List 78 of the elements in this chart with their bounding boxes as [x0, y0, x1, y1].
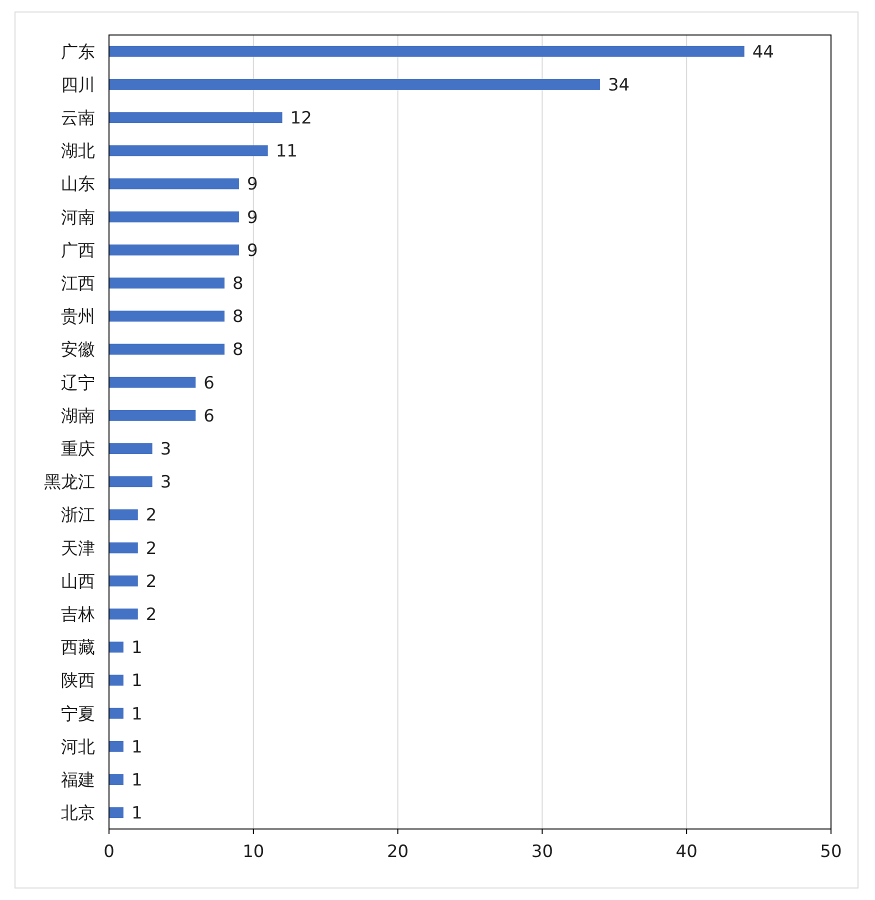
y-tick-label: 安徽: [61, 340, 95, 360]
data-label: 44: [752, 42, 774, 62]
data-label: 2: [146, 538, 157, 559]
x-tick-label: 0: [104, 842, 114, 862]
data-label: 6: [204, 406, 214, 426]
bar: [109, 145, 268, 156]
data-label: 9: [246, 208, 258, 228]
bar: [109, 79, 600, 90]
bar: [109, 542, 138, 554]
bar: [109, 774, 124, 785]
x-tick-label: 30: [531, 842, 554, 862]
y-tick-label: 贵州: [61, 307, 95, 328]
y-tick-label: 黑龙江: [44, 472, 95, 493]
bar: [109, 740, 124, 752]
y-tick-label: 北京: [61, 804, 95, 824]
y-tick-label: 重庆: [61, 440, 95, 460]
x-tick-label: 40: [676, 842, 698, 862]
data-label: 2: [146, 506, 157, 526]
bar: [109, 443, 152, 454]
bar: [109, 575, 138, 586]
bar: [109, 476, 152, 488]
data-label: 34: [608, 75, 630, 96]
x-tick-label: 10: [242, 842, 264, 862]
data-label: 2: [146, 604, 157, 625]
data-label: 2: [146, 572, 157, 592]
data-label: 11: [276, 142, 298, 162]
data-label: 3: [160, 440, 172, 460]
y-tick-label: 广西: [61, 240, 95, 261]
data-label: 1: [131, 770, 142, 790]
bar: [109, 46, 744, 57]
bar: [109, 310, 225, 322]
data-label: 8: [232, 274, 244, 294]
data-label: 9: [246, 240, 258, 261]
data-label: 1: [131, 737, 142, 758]
y-tick-label: 河北: [61, 737, 95, 758]
y-tick-label: 陕西: [61, 671, 95, 692]
bar: [109, 509, 138, 520]
y-tick-label: 江西: [61, 274, 95, 294]
y-tick-label: 湖北: [61, 142, 95, 162]
data-label: 8: [232, 340, 244, 360]
data-label: 3: [160, 472, 172, 493]
y-tick-label: 辽宁: [61, 373, 95, 394]
y-tick-label: 湖南: [61, 406, 95, 426]
bar: [109, 344, 225, 355]
y-tick-label: 福建: [61, 770, 95, 790]
bar: [109, 112, 282, 124]
bar: [109, 178, 239, 190]
bar: [109, 608, 138, 620]
y-tick-label: 山东: [61, 174, 95, 195]
data-label: 6: [204, 373, 214, 394]
y-tick-label: 浙江: [61, 506, 95, 526]
x-tick-label: 20: [386, 842, 409, 862]
bar: [109, 410, 196, 421]
y-tick-label: 四川: [61, 75, 95, 96]
data-label: 1: [131, 704, 142, 724]
data-label: 1: [131, 804, 142, 824]
bar: [109, 278, 225, 289]
y-tick-label: 天津: [61, 538, 95, 559]
bar: [109, 642, 124, 653]
y-tick-label: 宁夏: [61, 704, 95, 724]
bar: [109, 376, 196, 388]
data-label: 8: [232, 307, 244, 328]
data-label: 12: [290, 108, 312, 129]
y-tick-label: 河南: [61, 208, 95, 228]
y-tick-label: 西藏: [61, 638, 95, 658]
x-tick-label: 50: [820, 842, 842, 862]
y-tick-label: 云南: [61, 108, 95, 129]
y-tick-label: 吉林: [61, 604, 95, 625]
data-label: 1: [131, 638, 142, 658]
bar: [109, 211, 239, 222]
y-tick-label: 山西: [61, 572, 95, 592]
bar: [109, 708, 124, 719]
y-tick-label: 广东: [61, 42, 95, 62]
bar: [109, 674, 124, 686]
data-label: 9: [246, 174, 258, 195]
bar: [109, 244, 239, 256]
data-label: 1: [131, 671, 142, 692]
bar: [109, 807, 124, 818]
